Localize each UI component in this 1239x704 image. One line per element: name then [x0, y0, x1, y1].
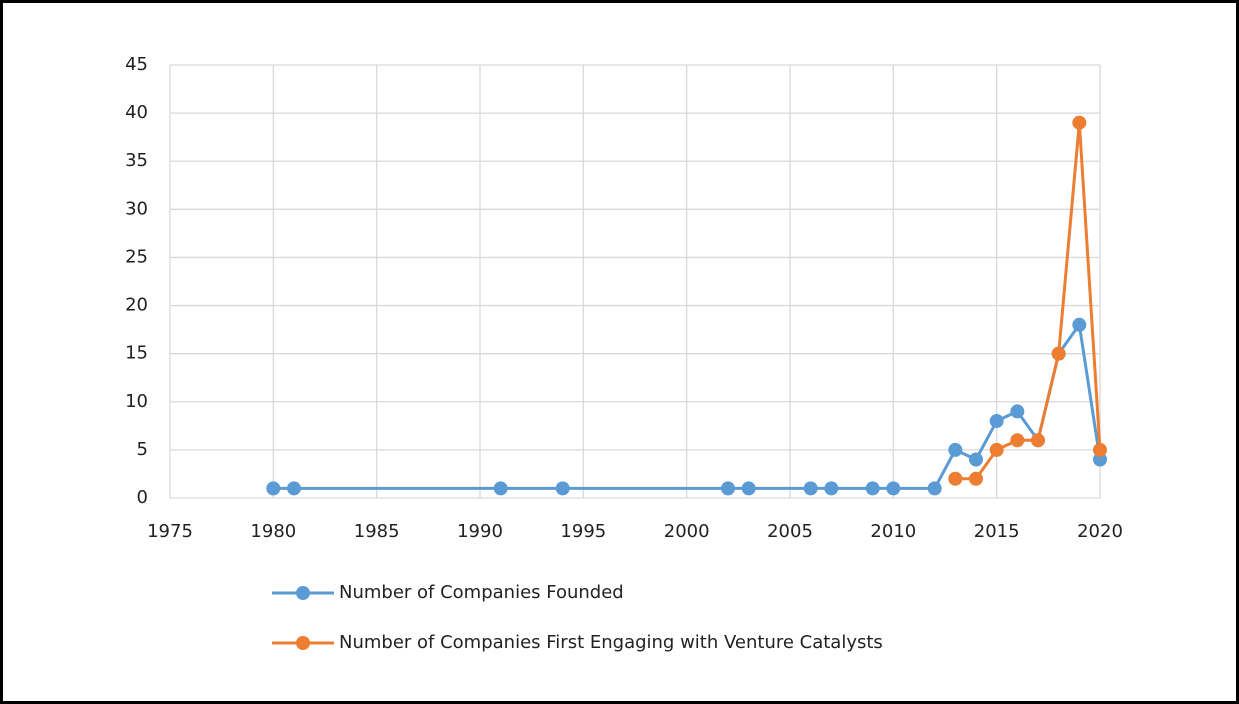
legend-label: Number of Companies First Engaging with … [339, 632, 883, 653]
y-tick-label: 25 [125, 246, 148, 267]
marker [948, 471, 963, 486]
y-tick-label: 45 [125, 54, 148, 75]
marker [1072, 317, 1087, 332]
marker [1031, 433, 1045, 448]
marker [865, 481, 880, 496]
x-tick-label: 1985 [354, 521, 400, 542]
x-tick-label: 1990 [457, 521, 503, 542]
marker [1072, 115, 1087, 130]
marker [803, 481, 818, 496]
legend-marker [296, 586, 310, 600]
x-tick-label: 2005 [767, 521, 813, 542]
marker [1051, 346, 1066, 361]
y-tick-label: 5 [137, 439, 148, 460]
marker [1093, 452, 1107, 467]
legend-label: Number of Companies Founded [339, 582, 624, 603]
marker [493, 481, 508, 496]
y-tick-label: 20 [125, 295, 148, 316]
marker [969, 452, 983, 467]
y-tick-label: 15 [125, 343, 148, 364]
marker [555, 481, 570, 496]
y-tick-label: 10 [125, 391, 148, 412]
y-tick-label: 35 [125, 150, 148, 171]
y-tick-label: 40 [125, 102, 148, 123]
marker [824, 481, 839, 496]
marker [741, 481, 756, 496]
x-tick-label: 2020 [1077, 521, 1123, 542]
x-tick-label: 2000 [664, 521, 710, 542]
marker [287, 481, 301, 496]
marker [1093, 442, 1107, 457]
y-tick-label: 30 [125, 198, 148, 219]
marker [948, 442, 963, 457]
marker [969, 471, 983, 486]
x-tick-label: 1980 [250, 521, 296, 542]
marker [266, 481, 281, 496]
x-tick-label: 2010 [870, 521, 916, 542]
marker [1010, 433, 1025, 448]
marker [989, 442, 1004, 457]
marker [886, 481, 901, 496]
marker [1010, 404, 1025, 419]
marker [927, 481, 942, 496]
legend-marker [296, 636, 310, 650]
x-tick-label: 2015 [974, 521, 1020, 542]
marker [721, 481, 735, 496]
x-tick-label: 1975 [147, 521, 193, 542]
x-tick-label: 1995 [560, 521, 606, 542]
y-tick-label: 0 [137, 487, 148, 508]
marker [989, 414, 1004, 429]
